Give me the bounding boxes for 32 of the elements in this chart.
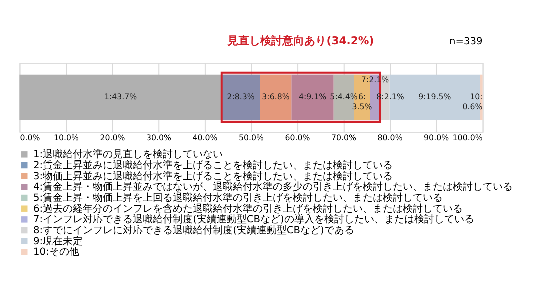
- x-tick-label: 30.0%: [146, 133, 172, 142]
- x-tick-label: 70.0%: [332, 133, 358, 142]
- data-label: 4:9.1%: [298, 92, 328, 102]
- bar: [260, 74, 292, 120]
- x-tick-label: 40.0%: [192, 133, 218, 142]
- x-tick-label: 90.0%: [424, 133, 450, 142]
- x-tick-label: 10.0%: [54, 133, 80, 142]
- x-tick-label: 0.0%: [20, 133, 41, 142]
- text: n=339: [450, 36, 483, 48]
- legend-label: 6:過去の経年分のインフレを含めた退職給付水準の引き上げを検討したい、または検討している: [34, 202, 464, 215]
- legend-label: 2:賃金上昇並みに退職給付水準を上げることを検討したい、または検討している: [34, 159, 394, 172]
- data-label: 10: 0.6%: [462, 92, 484, 112]
- legend-label: 3:物価上昇並みに退職給付水準を上げることを検討したい、または検討している: [34, 170, 394, 182]
- legend-label: 5:賃金上昇・物価上昇を上回る退職給付水準の引き上げを検討したい、または検討している: [34, 192, 444, 204]
- data-label: 3:6.8%: [262, 92, 290, 102]
- legend-label: 1:退職給付水準の見直しを検討していない: [34, 148, 224, 161]
- x-tick-label: 60.0%: [285, 133, 311, 142]
- legend-label: 4:賃金上昇・物価上昇並みではないが、退職給付水準の多少の引き上げを検討したい、または検討している: [34, 181, 514, 194]
- data-label: 9:19.5%: [418, 92, 452, 102]
- legend-label: 10:その他: [34, 246, 80, 258]
- legend-label: 8:すでにインフレに対応できる退職給付制度(実績連動型CBなど)である: [34, 224, 354, 236]
- legend-label: 7:インフレ対応できる退職給付制度(実績連動型CBなど)の導入を検討したい、または検討している: [34, 214, 474, 226]
- x-tick-label: 100.0%: [452, 133, 484, 142]
- x-tick-label: 50.0%: [238, 133, 265, 142]
- band-label: 見直し検討意向あり(34.2%): [226, 34, 374, 48]
- x-tick-label: 20.0%: [100, 133, 126, 142]
- data-label: 1:43.7%: [104, 92, 138, 102]
- x-tick-label: 80.0%: [378, 133, 404, 142]
- bar: [222, 74, 260, 120]
- data-label: 2:8.3%: [227, 92, 256, 102]
- data-label: 5:4.4%: [330, 92, 358, 102]
- legend-label: 9:現在未定: [34, 235, 84, 248]
